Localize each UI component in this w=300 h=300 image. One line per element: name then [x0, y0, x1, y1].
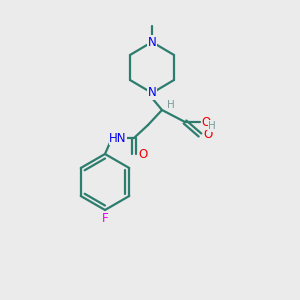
Text: H: H — [208, 121, 216, 131]
Text: N: N — [148, 35, 156, 49]
Text: O: O — [203, 128, 213, 142]
Text: N: N — [148, 86, 156, 100]
Text: O: O — [201, 116, 211, 130]
Text: HN: HN — [109, 131, 127, 145]
Text: O: O — [138, 148, 148, 160]
Text: H: H — [167, 100, 175, 110]
Text: F: F — [102, 212, 108, 226]
